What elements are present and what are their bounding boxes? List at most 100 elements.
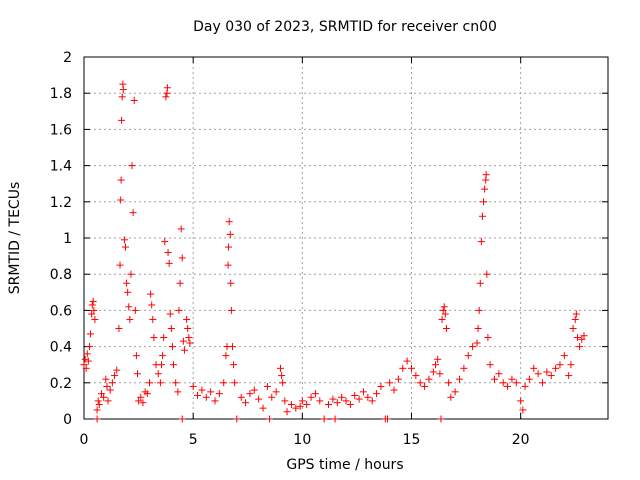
data-point bbox=[439, 306, 447, 314]
data-point bbox=[194, 391, 202, 399]
data-point bbox=[104, 397, 112, 405]
data-point bbox=[425, 375, 433, 383]
data-point bbox=[429, 368, 437, 376]
data-point bbox=[184, 325, 192, 332]
data-point bbox=[174, 388, 182, 396]
data-point bbox=[483, 270, 491, 278]
data-point bbox=[281, 397, 289, 405]
data-point bbox=[259, 404, 267, 412]
data-point bbox=[320, 415, 328, 423]
data-point bbox=[124, 288, 132, 296]
data-point bbox=[445, 379, 453, 387]
data-point bbox=[119, 86, 127, 94]
data-point bbox=[185, 334, 193, 342]
data-point bbox=[303, 401, 311, 409]
data-point bbox=[167, 325, 175, 332]
y-tick-label: 1 bbox=[63, 231, 72, 247]
data-point bbox=[207, 388, 215, 396]
data-point bbox=[508, 375, 516, 383]
data-point bbox=[88, 310, 96, 318]
data-point bbox=[215, 390, 223, 398]
data-point bbox=[567, 361, 575, 369]
data-point bbox=[125, 303, 133, 311]
data-point bbox=[447, 393, 455, 401]
data-point bbox=[149, 315, 157, 323]
data-point bbox=[100, 393, 108, 401]
data-point bbox=[519, 406, 527, 414]
x-tick-label: 15 bbox=[403, 432, 421, 448]
data-point bbox=[351, 391, 359, 399]
data-point bbox=[81, 355, 89, 363]
data-point bbox=[412, 372, 420, 380]
data-point bbox=[133, 370, 141, 378]
data-point bbox=[279, 379, 287, 387]
data-point bbox=[106, 386, 114, 394]
data-point bbox=[246, 390, 254, 398]
data-point bbox=[474, 325, 482, 332]
data-point bbox=[268, 393, 276, 401]
data-point bbox=[364, 393, 372, 401]
data-point bbox=[120, 236, 128, 244]
data-point bbox=[94, 397, 102, 405]
data-point bbox=[90, 306, 98, 314]
data-point bbox=[88, 301, 96, 309]
data-point bbox=[250, 386, 258, 394]
data-point bbox=[117, 176, 125, 184]
data-point bbox=[394, 375, 402, 383]
data-point bbox=[504, 382, 512, 390]
data-point bbox=[226, 230, 234, 238]
data-point bbox=[146, 379, 153, 387]
x-tick-label: 0 bbox=[80, 432, 89, 448]
data-point bbox=[91, 315, 99, 323]
data-point bbox=[175, 306, 183, 314]
data-point bbox=[451, 388, 459, 396]
data-point bbox=[480, 198, 488, 206]
data-point bbox=[211, 397, 219, 405]
data-point bbox=[224, 261, 232, 269]
data-point bbox=[93, 415, 101, 423]
data-point bbox=[408, 364, 415, 372]
data-point bbox=[539, 379, 546, 387]
data-point bbox=[552, 364, 560, 372]
data-point bbox=[115, 325, 123, 332]
data-point bbox=[482, 171, 490, 179]
data-point bbox=[329, 395, 337, 403]
data-point bbox=[129, 209, 137, 217]
x-axis-label: GPS time / hours bbox=[286, 457, 403, 473]
data-point bbox=[530, 364, 538, 372]
data-point bbox=[571, 315, 579, 323]
data-point bbox=[436, 370, 444, 378]
data-point bbox=[437, 415, 445, 423]
data-point bbox=[477, 238, 485, 246]
data-point bbox=[475, 306, 483, 314]
data-point bbox=[82, 364, 90, 372]
data-point bbox=[484, 334, 492, 342]
data-point bbox=[373, 390, 381, 398]
data-point bbox=[87, 330, 95, 338]
data-point bbox=[311, 390, 319, 398]
data-point bbox=[150, 334, 158, 342]
data-point bbox=[359, 388, 367, 396]
data-point bbox=[383, 415, 391, 423]
data-point bbox=[180, 346, 188, 354]
data-point bbox=[368, 397, 376, 405]
data-point bbox=[172, 379, 180, 387]
data-point bbox=[572, 310, 580, 318]
data-point bbox=[438, 315, 446, 323]
data-point bbox=[135, 397, 143, 405]
data-point bbox=[456, 375, 464, 383]
data-point bbox=[283, 408, 291, 416]
data-point bbox=[440, 303, 448, 311]
data-point bbox=[543, 368, 551, 376]
data-point bbox=[325, 401, 333, 409]
y-tick-label: 1.6 bbox=[50, 122, 72, 138]
data-point bbox=[166, 310, 174, 318]
data-point bbox=[576, 343, 584, 351]
data-point bbox=[278, 372, 286, 380]
data-point bbox=[296, 402, 304, 410]
data-point bbox=[231, 379, 239, 387]
data-point bbox=[460, 364, 468, 372]
data-point bbox=[227, 279, 235, 287]
data-point bbox=[331, 415, 339, 423]
